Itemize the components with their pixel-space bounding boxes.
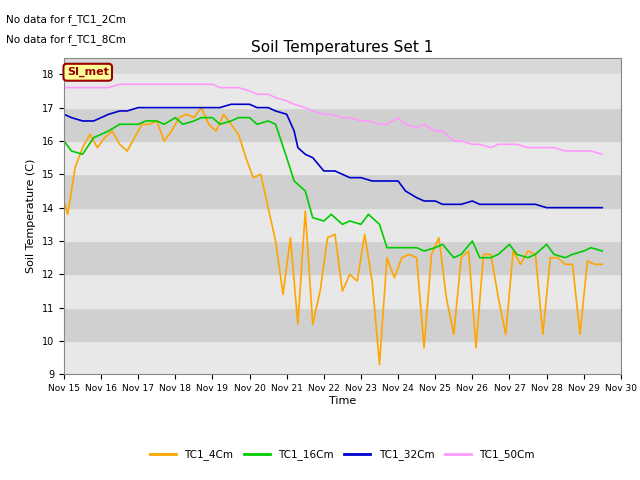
Bar (64, 208, 621, 241)
TC1_50Cm (79, 85, 86, 91)
TC1_50Cm (124, 82, 131, 87)
TC1_32Cm (543, 205, 550, 211)
TC1_16Cm (209, 115, 216, 120)
Y-axis label: Soil Temperature (C): Soil Temperature (C) (26, 159, 36, 273)
X-axis label: Time: Time (329, 396, 356, 406)
Bar (64, 108, 621, 141)
TC1_4Cm (554, 255, 561, 261)
TC1_16Cm (172, 115, 179, 120)
Bar (64, 275, 621, 308)
TC1_4Cm (479, 252, 487, 257)
TC1_32Cm (153, 105, 161, 110)
TC1_32Cm (253, 105, 261, 110)
Bar (64, 308, 621, 341)
TC1_16Cm (346, 218, 354, 224)
TC1_32Cm (402, 188, 410, 194)
Text: No data for f_TC1_2Cm: No data for f_TC1_2Cm (6, 14, 126, 25)
Line: TC1_4Cm: TC1_4Cm (64, 108, 602, 364)
TC1_4Cm (598, 262, 606, 267)
Bar (64, 74, 621, 108)
TC1_50Cm (153, 82, 161, 87)
TC1_4Cm (495, 295, 502, 300)
TC1_4Cm (60, 198, 68, 204)
Bar (64, 174, 621, 208)
TC1_50Cm (346, 115, 354, 120)
TC1_16Cm (598, 248, 606, 254)
Title: Soil Temperatures Set 1: Soil Temperatures Set 1 (252, 40, 433, 55)
TC1_4Cm (502, 332, 509, 337)
Bar (64, 141, 621, 174)
TC1_32Cm (198, 105, 205, 110)
Text: No data for f_TC1_8Cm: No data for f_TC1_8Cm (6, 34, 126, 45)
TC1_50Cm (60, 85, 68, 91)
Text: SI_met: SI_met (67, 67, 109, 77)
TC1_16Cm (142, 118, 150, 124)
TC1_16Cm (79, 151, 86, 157)
TC1_32Cm (598, 205, 606, 211)
Bar (64, 341, 621, 374)
TC1_4Cm (93, 145, 101, 151)
TC1_50Cm (598, 151, 606, 157)
TC1_4Cm (516, 262, 524, 267)
TC1_32Cm (60, 111, 68, 117)
TC1_16Cm (60, 138, 68, 144)
TC1_16Cm (450, 255, 458, 261)
Legend: TC1_4Cm, TC1_16Cm, TC1_32Cm, TC1_50Cm: TC1_4Cm, TC1_16Cm, TC1_32Cm, TC1_50Cm (146, 445, 539, 464)
Line: TC1_16Cm: TC1_16Cm (64, 118, 602, 258)
TC1_50Cm (458, 138, 465, 144)
Line: TC1_50Cm: TC1_50Cm (64, 84, 602, 154)
TC1_32Cm (227, 101, 235, 107)
TC1_50Cm (116, 82, 124, 87)
TC1_16Cm (468, 238, 476, 244)
TC1_4Cm (198, 105, 205, 110)
Line: TC1_32Cm: TC1_32Cm (64, 104, 602, 208)
Bar (64, 241, 621, 275)
TC1_4Cm (376, 361, 383, 367)
TC1_32Cm (246, 101, 253, 107)
TC1_50Cm (209, 82, 216, 87)
TC1_32Cm (216, 105, 224, 110)
TC1_16Cm (116, 121, 124, 127)
